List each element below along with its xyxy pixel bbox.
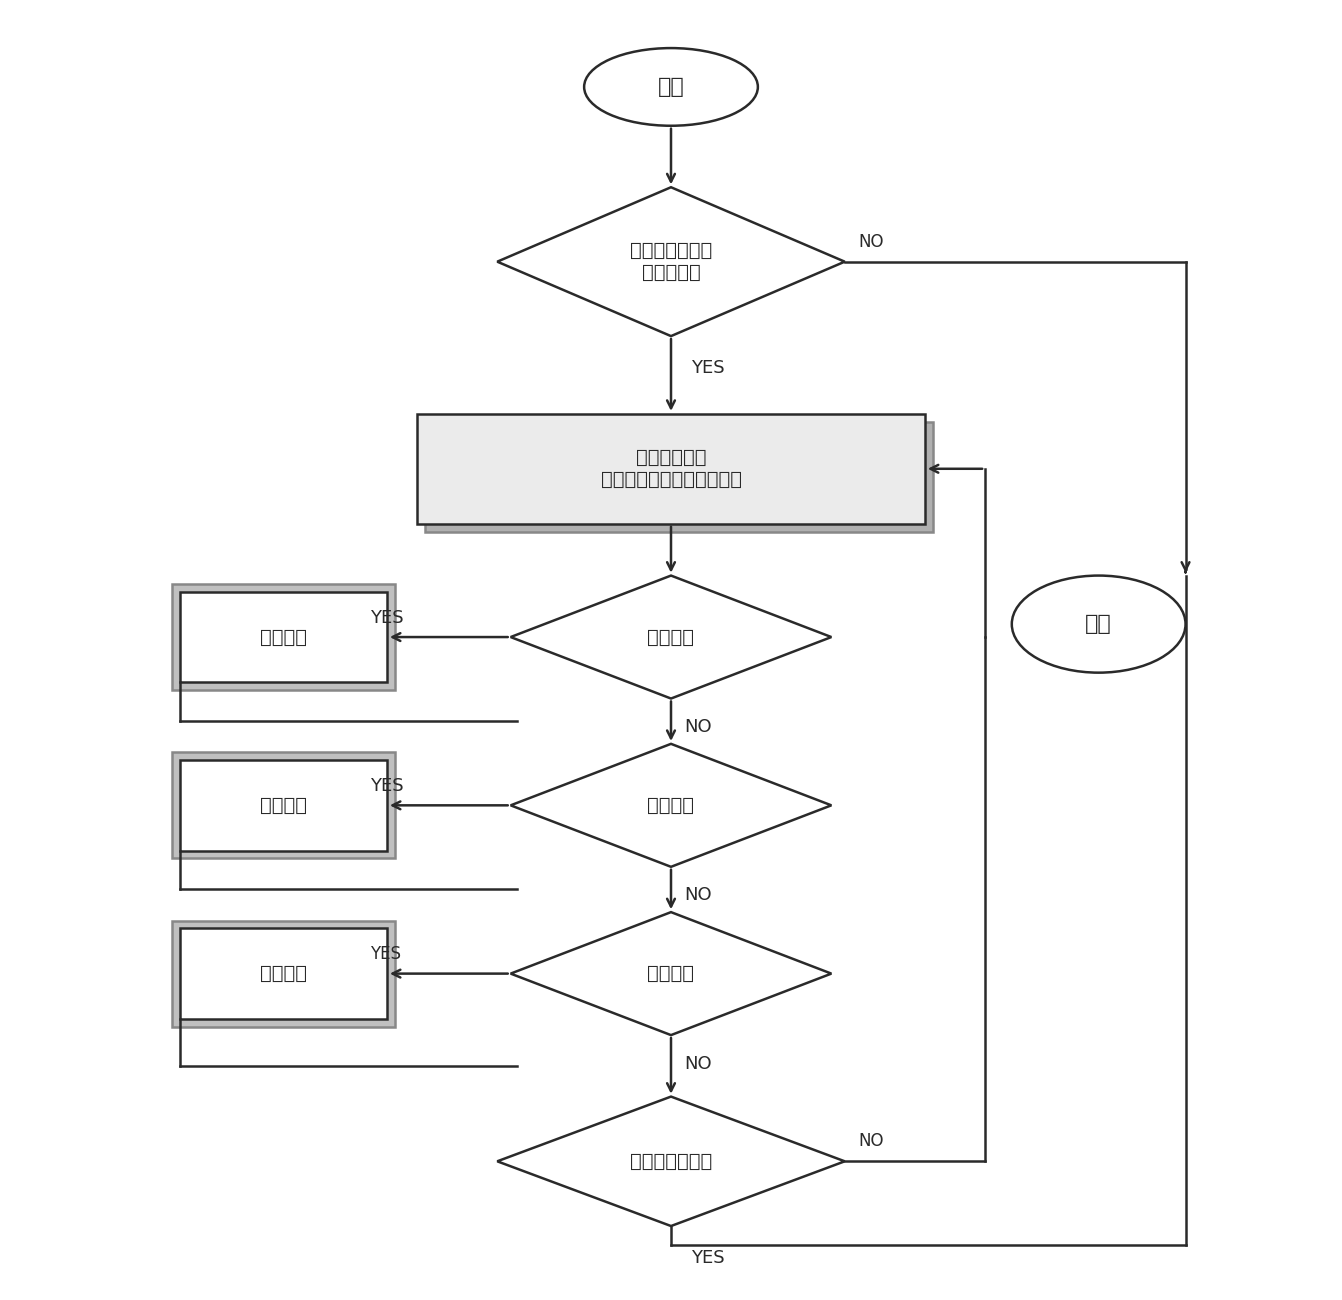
- Text: NO: NO: [684, 718, 713, 736]
- Text: NO: NO: [858, 1131, 883, 1149]
- Text: 显示控制: 显示控制: [647, 965, 695, 983]
- Text: NO: NO: [858, 233, 883, 251]
- Text: YES: YES: [370, 777, 404, 794]
- Text: 进行内存分配
开启采集、显示、存储线程: 进行内存分配 开启采集、显示、存储线程: [600, 448, 742, 489]
- Text: 关闭数据采集卡: 关闭数据采集卡: [629, 1152, 713, 1171]
- Bar: [172, 753, 395, 858]
- Text: YES: YES: [370, 945, 401, 963]
- Text: 开始: 开始: [658, 77, 684, 98]
- Bar: [180, 928, 386, 1019]
- Text: 采集控制: 采集控制: [647, 628, 695, 646]
- Bar: [172, 920, 395, 1027]
- Text: 控制指令: 控制指令: [260, 796, 307, 815]
- Text: NO: NO: [684, 887, 713, 905]
- Text: YES: YES: [691, 1249, 725, 1268]
- Bar: [425, 421, 933, 532]
- Text: NO: NO: [684, 1054, 713, 1072]
- Text: 关闭: 关闭: [1086, 614, 1113, 634]
- Text: YES: YES: [370, 608, 404, 627]
- Bar: [180, 592, 386, 682]
- Text: YES: YES: [691, 360, 725, 377]
- Bar: [417, 413, 925, 524]
- Text: 数据采集卡连接
有数据传入: 数据采集卡连接 有数据传入: [629, 242, 713, 282]
- Text: 控制指令: 控制指令: [260, 965, 307, 983]
- Bar: [172, 584, 395, 690]
- Text: 控制指令: 控制指令: [260, 628, 307, 646]
- Text: 存储控制: 存储控制: [647, 796, 695, 815]
- Bar: [180, 760, 386, 850]
